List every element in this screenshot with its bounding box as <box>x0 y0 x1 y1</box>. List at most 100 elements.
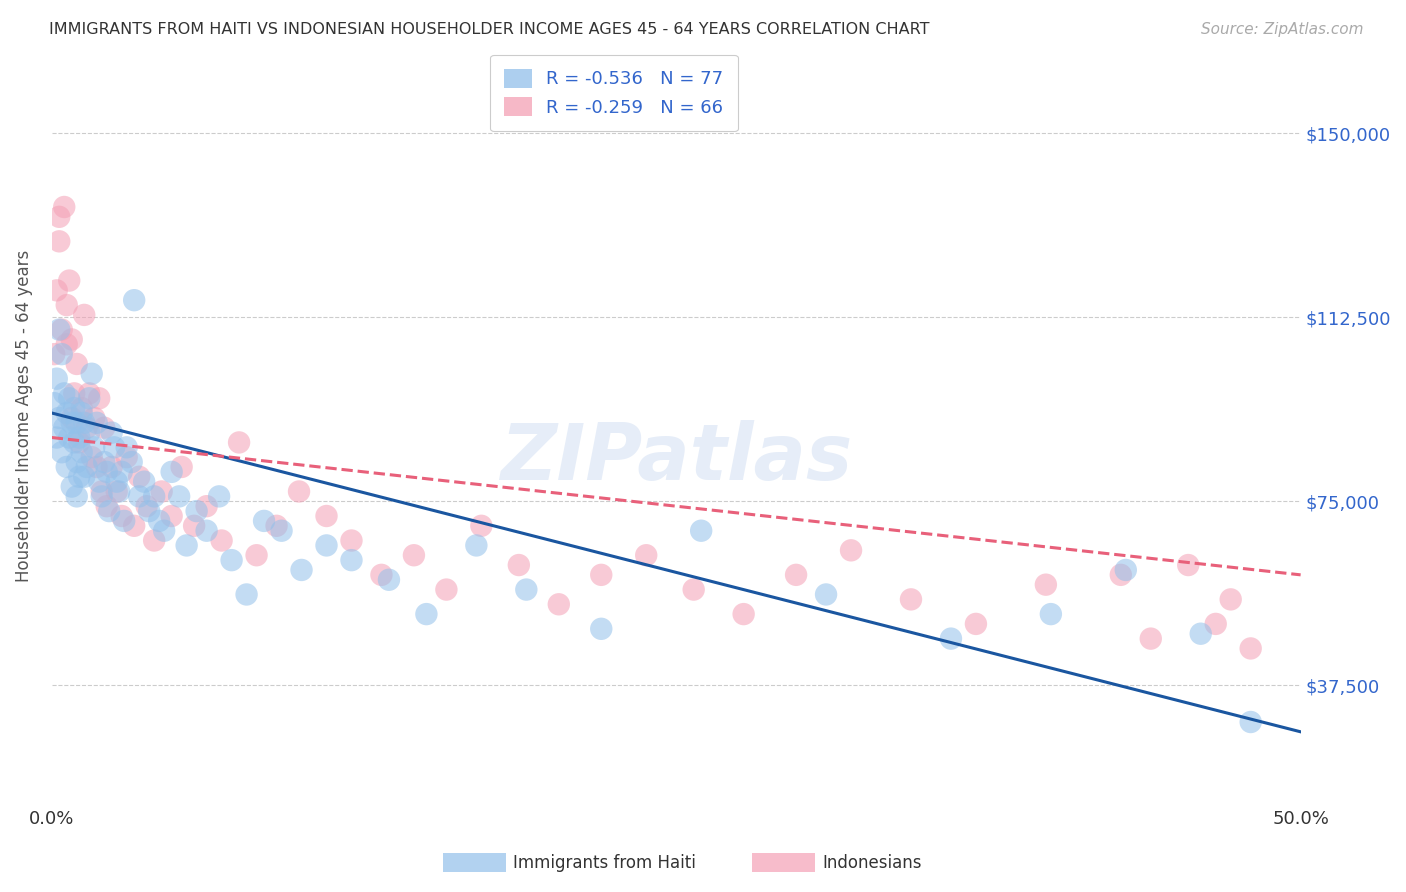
Point <box>60 479 83 493</box>
Point <box>591 622 613 636</box>
Point <box>112 514 135 528</box>
Point <box>55 298 77 312</box>
Point <box>66 416 89 430</box>
Point <box>60 333 83 347</box>
Point <box>134 475 156 489</box>
Point <box>1240 641 1263 656</box>
Point <box>67 435 90 450</box>
Point <box>402 548 425 562</box>
Point <box>115 450 138 464</box>
Point <box>66 489 89 503</box>
Point <box>89 475 111 489</box>
Point <box>148 514 170 528</box>
Point <box>170 459 193 474</box>
Point <box>186 504 208 518</box>
Point <box>100 425 122 440</box>
Point <box>45 372 67 386</box>
Point <box>434 582 457 597</box>
Point <box>66 357 89 371</box>
Point <box>51 347 73 361</box>
Point <box>53 420 76 434</box>
Point <box>86 416 108 430</box>
Point <box>67 469 90 483</box>
Point <box>70 406 93 420</box>
Point <box>515 582 537 597</box>
Point <box>45 284 67 298</box>
Point <box>176 538 198 552</box>
Point <box>160 465 183 479</box>
Point <box>105 484 128 499</box>
Point <box>58 274 80 288</box>
Point <box>121 455 143 469</box>
Point <box>143 489 166 503</box>
Point <box>1109 567 1132 582</box>
Point <box>60 416 83 430</box>
Text: Indonesians: Indonesians <box>823 854 922 871</box>
Point <box>111 465 134 479</box>
Point <box>682 582 704 597</box>
Point <box>55 459 77 474</box>
Point <box>53 386 76 401</box>
Point <box>90 489 112 503</box>
Point <box>143 533 166 548</box>
Point <box>370 567 392 582</box>
Point <box>690 524 713 538</box>
Point <box>105 475 128 489</box>
Point <box>48 323 70 337</box>
Point <box>77 392 100 406</box>
Point <box>195 499 218 513</box>
Point <box>66 455 89 469</box>
Point <box>288 484 311 499</box>
Point <box>89 392 111 406</box>
Point <box>70 401 93 416</box>
Point <box>733 607 755 621</box>
Point <box>508 558 530 572</box>
Point <box>63 435 86 450</box>
Point <box>340 533 363 548</box>
Point <box>839 543 862 558</box>
Y-axis label: Householder Income Ages 45 - 64 years: Householder Income Ages 45 - 64 years <box>15 250 32 582</box>
Point <box>96 499 118 513</box>
Text: Source: ZipAtlas.com: Source: ZipAtlas.com <box>1201 22 1364 37</box>
Point <box>55 337 77 351</box>
Point <box>51 323 73 337</box>
Point <box>1219 592 1241 607</box>
Point <box>96 465 118 479</box>
Point <box>1115 563 1137 577</box>
Point <box>67 430 90 444</box>
Text: 0.0%: 0.0% <box>30 810 75 828</box>
Point <box>122 518 145 533</box>
Point <box>108 484 131 499</box>
Text: 50.0%: 50.0% <box>1272 810 1329 828</box>
Point <box>965 616 987 631</box>
Point <box>1240 714 1263 729</box>
Point <box>76 459 98 474</box>
Point <box>73 416 96 430</box>
Point <box>76 420 98 434</box>
Point <box>235 587 257 601</box>
Point <box>48 235 70 249</box>
Point <box>183 518 205 533</box>
Point <box>90 484 112 499</box>
Point <box>160 508 183 523</box>
Point <box>1189 626 1212 640</box>
Point <box>63 386 86 401</box>
Point <box>80 367 103 381</box>
Point <box>138 504 160 518</box>
Point <box>73 469 96 483</box>
Point <box>315 508 337 523</box>
Point <box>44 396 66 410</box>
Point <box>195 524 218 538</box>
Point <box>1039 607 1062 621</box>
Point <box>77 425 100 440</box>
Point <box>636 548 658 562</box>
Point <box>60 411 83 425</box>
Point <box>270 524 292 538</box>
Point <box>208 489 231 503</box>
Point <box>111 508 134 523</box>
Point <box>77 386 100 401</box>
Point <box>221 553 243 567</box>
Point <box>83 440 105 454</box>
Point <box>1035 577 1057 591</box>
Point <box>53 200 76 214</box>
